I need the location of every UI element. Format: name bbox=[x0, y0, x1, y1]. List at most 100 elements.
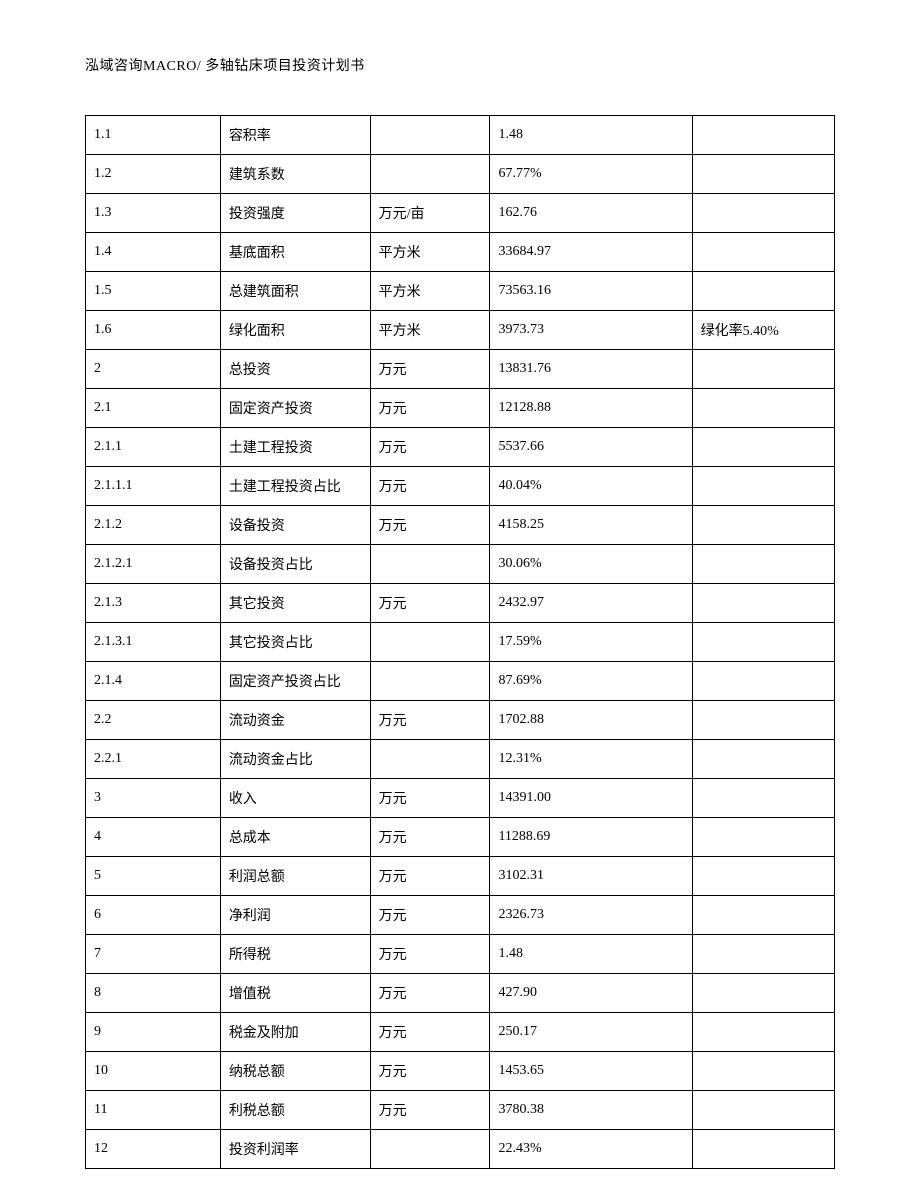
table-cell: 1.48 bbox=[490, 935, 692, 974]
table-cell: 2.1 bbox=[86, 389, 221, 428]
table-row: 2.2流动资金万元1702.88 bbox=[86, 701, 835, 740]
table-cell: 9 bbox=[86, 1013, 221, 1052]
table-cell: 万元 bbox=[370, 1013, 490, 1052]
table-row: 2.1.3.1其它投资占比17.59% bbox=[86, 623, 835, 662]
table-cell: 总成本 bbox=[220, 818, 370, 857]
table-cell: 净利润 bbox=[220, 896, 370, 935]
table-cell bbox=[692, 350, 834, 389]
table-cell: 22.43% bbox=[490, 1130, 692, 1169]
table-row: 2.1.4固定资产投资占比87.69% bbox=[86, 662, 835, 701]
table-cell: 容积率 bbox=[220, 116, 370, 155]
table-row: 3收入万元14391.00 bbox=[86, 779, 835, 818]
table-cell: 2.1.2 bbox=[86, 506, 221, 545]
table-cell: 万元 bbox=[370, 701, 490, 740]
table-cell bbox=[692, 272, 834, 311]
table-cell: 利税总额 bbox=[220, 1091, 370, 1130]
table-row: 10纳税总额万元1453.65 bbox=[86, 1052, 835, 1091]
table-cell: 平方米 bbox=[370, 272, 490, 311]
table-cell: 其它投资占比 bbox=[220, 623, 370, 662]
table-cell: 7 bbox=[86, 935, 221, 974]
table-cell: 2326.73 bbox=[490, 896, 692, 935]
table-row: 1.3投资强度万元/亩162.76 bbox=[86, 194, 835, 233]
table-cell: 投资强度 bbox=[220, 194, 370, 233]
table-cell: 1.5 bbox=[86, 272, 221, 311]
table-cell: 1453.65 bbox=[490, 1052, 692, 1091]
table-cell: 12.31% bbox=[490, 740, 692, 779]
table-row: 1.4基底面积平方米33684.97 bbox=[86, 233, 835, 272]
table-cell bbox=[692, 1013, 834, 1052]
table-cell: 4158.25 bbox=[490, 506, 692, 545]
table-cell: 万元 bbox=[370, 1052, 490, 1091]
table-row: 11利税总额万元3780.38 bbox=[86, 1091, 835, 1130]
table-cell: 设备投资占比 bbox=[220, 545, 370, 584]
investment-table: 1.1容积率1.481.2建筑系数67.77%1.3投资强度万元/亩162.76… bbox=[85, 115, 835, 1169]
table-row: 2.2.1流动资金占比 12.31% bbox=[86, 740, 835, 779]
table-cell: 12128.88 bbox=[490, 389, 692, 428]
table-cell: 6 bbox=[86, 896, 221, 935]
page-header: 泓域咨询MACRO/ 多轴钻床项目投资计划书 bbox=[85, 55, 835, 75]
table-cell: 1.6 bbox=[86, 311, 221, 350]
table-cell: 1.48 bbox=[490, 116, 692, 155]
table-cell bbox=[692, 389, 834, 428]
table-cell: 11288.69 bbox=[490, 818, 692, 857]
table-cell: 2432.97 bbox=[490, 584, 692, 623]
table-cell: 17.59% bbox=[490, 623, 692, 662]
table-cell bbox=[370, 623, 490, 662]
table-cell: 8 bbox=[86, 974, 221, 1013]
table-cell: 建筑系数 bbox=[220, 155, 370, 194]
table-cell: 12 bbox=[86, 1130, 221, 1169]
table-cell bbox=[692, 233, 834, 272]
table-row: 1.6绿化面积平方米3973.73绿化率5.40% bbox=[86, 311, 835, 350]
table-cell: 2.2 bbox=[86, 701, 221, 740]
table-cell: 33684.97 bbox=[490, 233, 692, 272]
table-row: 2.1.2设备投资万元4158.25 bbox=[86, 506, 835, 545]
table-cell bbox=[370, 740, 490, 779]
table-row: 5利润总额万元3102.31 bbox=[86, 857, 835, 896]
table-cell: 1.3 bbox=[86, 194, 221, 233]
table-cell bbox=[692, 545, 834, 584]
table-cell: 万元 bbox=[370, 584, 490, 623]
table-cell bbox=[692, 818, 834, 857]
table-row: 4总成本万元11288.69 bbox=[86, 818, 835, 857]
table-row: 8增值税万元427.90 bbox=[86, 974, 835, 1013]
table-cell bbox=[370, 116, 490, 155]
table-cell bbox=[692, 506, 834, 545]
table-row: 2.1.1.1土建工程投资占比万元40.04% bbox=[86, 467, 835, 506]
table-cell bbox=[370, 155, 490, 194]
table-cell: 10 bbox=[86, 1052, 221, 1091]
table-row: 7所得税万元1.48 bbox=[86, 935, 835, 974]
table-cell bbox=[370, 1130, 490, 1169]
table-cell: 万元 bbox=[370, 779, 490, 818]
table-cell bbox=[692, 1052, 834, 1091]
table-cell: 万元 bbox=[370, 935, 490, 974]
table-cell: 73563.16 bbox=[490, 272, 692, 311]
table-cell: 万元/亩 bbox=[370, 194, 490, 233]
table-cell: 11 bbox=[86, 1091, 221, 1130]
table-cell: 万元 bbox=[370, 974, 490, 1013]
table-cell: 2.2.1 bbox=[86, 740, 221, 779]
table-cell: 3 bbox=[86, 779, 221, 818]
table-cell: 2.1.2.1 bbox=[86, 545, 221, 584]
table-cell bbox=[692, 779, 834, 818]
table-row: 9税金及附加万元250.17 bbox=[86, 1013, 835, 1052]
table-cell: 5 bbox=[86, 857, 221, 896]
table-cell: 增值税 bbox=[220, 974, 370, 1013]
table-cell: 万元 bbox=[370, 1091, 490, 1130]
table-cell: 2.1.3 bbox=[86, 584, 221, 623]
table-cell: 1.4 bbox=[86, 233, 221, 272]
table-cell bbox=[692, 116, 834, 155]
table-cell: 162.76 bbox=[490, 194, 692, 233]
table-cell: 1702.88 bbox=[490, 701, 692, 740]
table-row: 2.1.1土建工程投资万元5537.66 bbox=[86, 428, 835, 467]
table-cell: 250.17 bbox=[490, 1013, 692, 1052]
table-cell: 基底面积 bbox=[220, 233, 370, 272]
table-cell: 万元 bbox=[370, 467, 490, 506]
table-cell: 绿化面积 bbox=[220, 311, 370, 350]
table-cell: 流动资金占比 bbox=[220, 740, 370, 779]
table-row: 2.1.3其它投资万元2432.97 bbox=[86, 584, 835, 623]
table-cell bbox=[692, 1130, 834, 1169]
table-cell bbox=[692, 896, 834, 935]
table-cell: 绿化率5.40% bbox=[692, 311, 834, 350]
table-row: 2.1固定资产投资万元12128.88 bbox=[86, 389, 835, 428]
table-row: 12投资利润率22.43% bbox=[86, 1130, 835, 1169]
